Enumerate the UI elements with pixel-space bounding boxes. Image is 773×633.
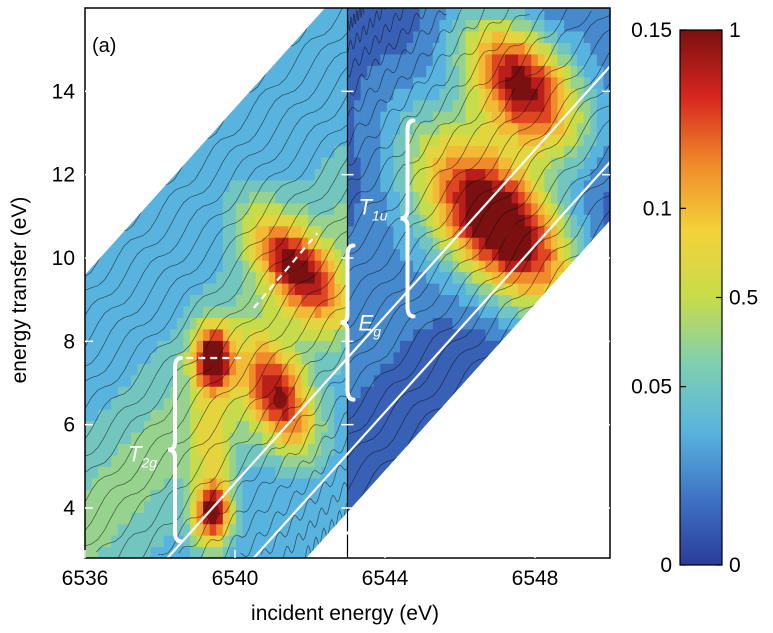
t1u-label: T1u	[359, 194, 388, 223]
x-tick-label: 6540	[212, 567, 259, 590]
plot-frame	[84, 7, 611, 559]
eg-label: Eg	[359, 311, 382, 340]
mlct-arrow-head	[433, 433, 448, 448]
right-panel	[347, 8, 610, 558]
x-tick-label: 6536	[62, 567, 109, 590]
guide-line	[252, 161, 611, 559]
x-tick-label: 6548	[512, 567, 559, 590]
colorbar-right: 00.51	[716, 19, 758, 577]
colorbar-right-tick-label: 1	[729, 19, 741, 42]
guide-line	[324, 240, 611, 559]
y-axis-label: energy transfer (eV)	[8, 197, 31, 384]
colorbar-right-tick-label: 0	[729, 554, 741, 577]
intensity-peak	[288, 257, 302, 276]
annotation-layer: T2g Eg T1u MLCT	[128, 65, 611, 559]
guide-line	[166, 65, 611, 559]
left-panel	[85, 8, 348, 558]
x-axis-label: incident energy (eV)	[251, 602, 439, 625]
colorbar-left-tick-label: 0	[660, 554, 672, 577]
x-tick-label: 6544	[362, 567, 409, 590]
colorbar-left-tick-label: 0.15	[631, 19, 672, 42]
y-tick-label: 14	[52, 80, 76, 103]
intensity-peak	[505, 224, 520, 242]
eg-brace	[340, 243, 356, 402]
colorbar-left-tick-label: 0.1	[643, 197, 672, 220]
colorbar-left-tick-label: 0.05	[631, 376, 672, 399]
mlct-arrow	[439, 440, 473, 522]
intensity-peak	[273, 390, 287, 409]
intensity-peak	[205, 503, 220, 522]
colorbar-left: 0 0.05 0.1 0.15	[631, 19, 723, 577]
t1u-brace	[400, 118, 416, 319]
colorbar-gradient	[679, 29, 723, 566]
y-tick-label: 8	[63, 330, 75, 353]
y-tick-label: 12	[52, 164, 75, 187]
y-tick-label: 6	[63, 414, 75, 437]
y-tick-label: 4	[63, 497, 75, 520]
y-tick-label: 10	[52, 247, 75, 270]
panel-label: (a)	[92, 35, 116, 57]
intensity-peak	[513, 74, 527, 92]
axes-layer: 6536 6540 6544 6548 4 6 8 10 12 14	[52, 7, 611, 590]
t2g-brace	[167, 356, 183, 544]
t2g-label: T2g	[128, 442, 157, 471]
eg-diagonal-marker	[252, 232, 319, 309]
mlct-label: MLCT	[468, 510, 522, 532]
colorbar-right-tick-label: 0.5	[729, 287, 758, 310]
